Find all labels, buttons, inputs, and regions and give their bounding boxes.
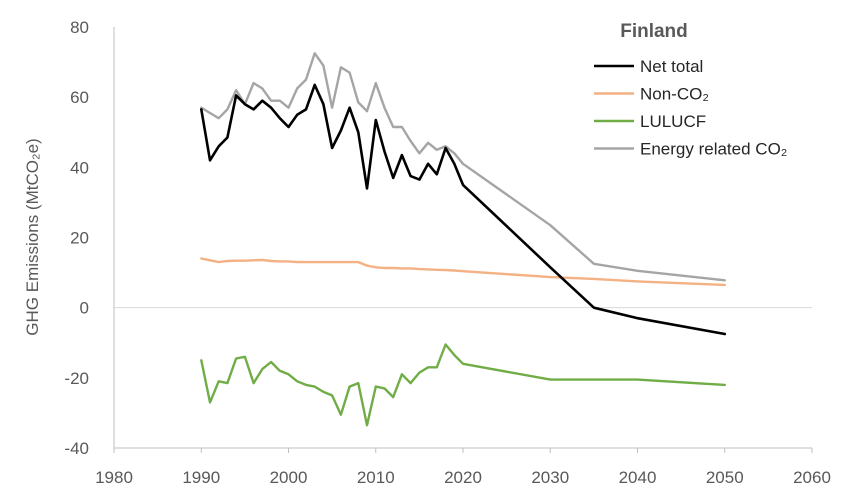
x-tick-label: 2020 bbox=[444, 468, 482, 487]
y-tick-labels: -40 -20 0 20 40 60 80 bbox=[64, 18, 89, 458]
legend-label: LULUCF bbox=[640, 112, 706, 131]
legend-label: Energy related CO₂ bbox=[640, 140, 787, 159]
x-tick-label: 2050 bbox=[706, 468, 744, 487]
y-tick-label: 0 bbox=[80, 299, 89, 318]
y-tick-label: 60 bbox=[70, 88, 89, 107]
y-tick-label: 20 bbox=[70, 229, 89, 248]
x-tick-label: 2040 bbox=[619, 468, 657, 487]
x-tick-label: 2010 bbox=[357, 468, 395, 487]
legend: Finland Net total Non-CO₂ LULUCF Energy rel… bbox=[594, 21, 787, 159]
y-axis-label: GHG Emissions (MtCO₂e) bbox=[23, 138, 42, 335]
series-line-net-total bbox=[200, 83, 727, 336]
legend-label: Non-CO₂ bbox=[640, 85, 709, 104]
x-tick-label: 2000 bbox=[270, 468, 308, 487]
y-tick-label: -40 bbox=[64, 439, 89, 458]
x-tick-label: 1990 bbox=[182, 468, 220, 487]
x-tick-label: 2060 bbox=[793, 468, 831, 487]
series-line-non-co- bbox=[200, 257, 726, 287]
series-line-lulucf bbox=[200, 343, 726, 427]
x-tick-label: 1980 bbox=[95, 468, 133, 487]
y-tick-label: -20 bbox=[64, 369, 89, 388]
x-tick-labels: 1980 1990 2000 2010 2020 2030 2040 2050 2060 bbox=[95, 448, 831, 487]
y-axis-label-group: GHG Emissions (MtCO₂e) bbox=[23, 138, 42, 335]
x-tick-label: 2030 bbox=[531, 468, 569, 487]
series-line-energy-related-co- bbox=[200, 52, 726, 282]
series-lines bbox=[200, 52, 727, 427]
legend-label: Net total bbox=[640, 57, 703, 76]
y-tick-label: 40 bbox=[70, 158, 89, 177]
legend-items: Net total Non-CO₂ LULUCF Energy related CO₂ bbox=[594, 57, 787, 159]
legend-title: Finland bbox=[620, 21, 688, 42]
y-tick-label: 80 bbox=[70, 18, 89, 37]
